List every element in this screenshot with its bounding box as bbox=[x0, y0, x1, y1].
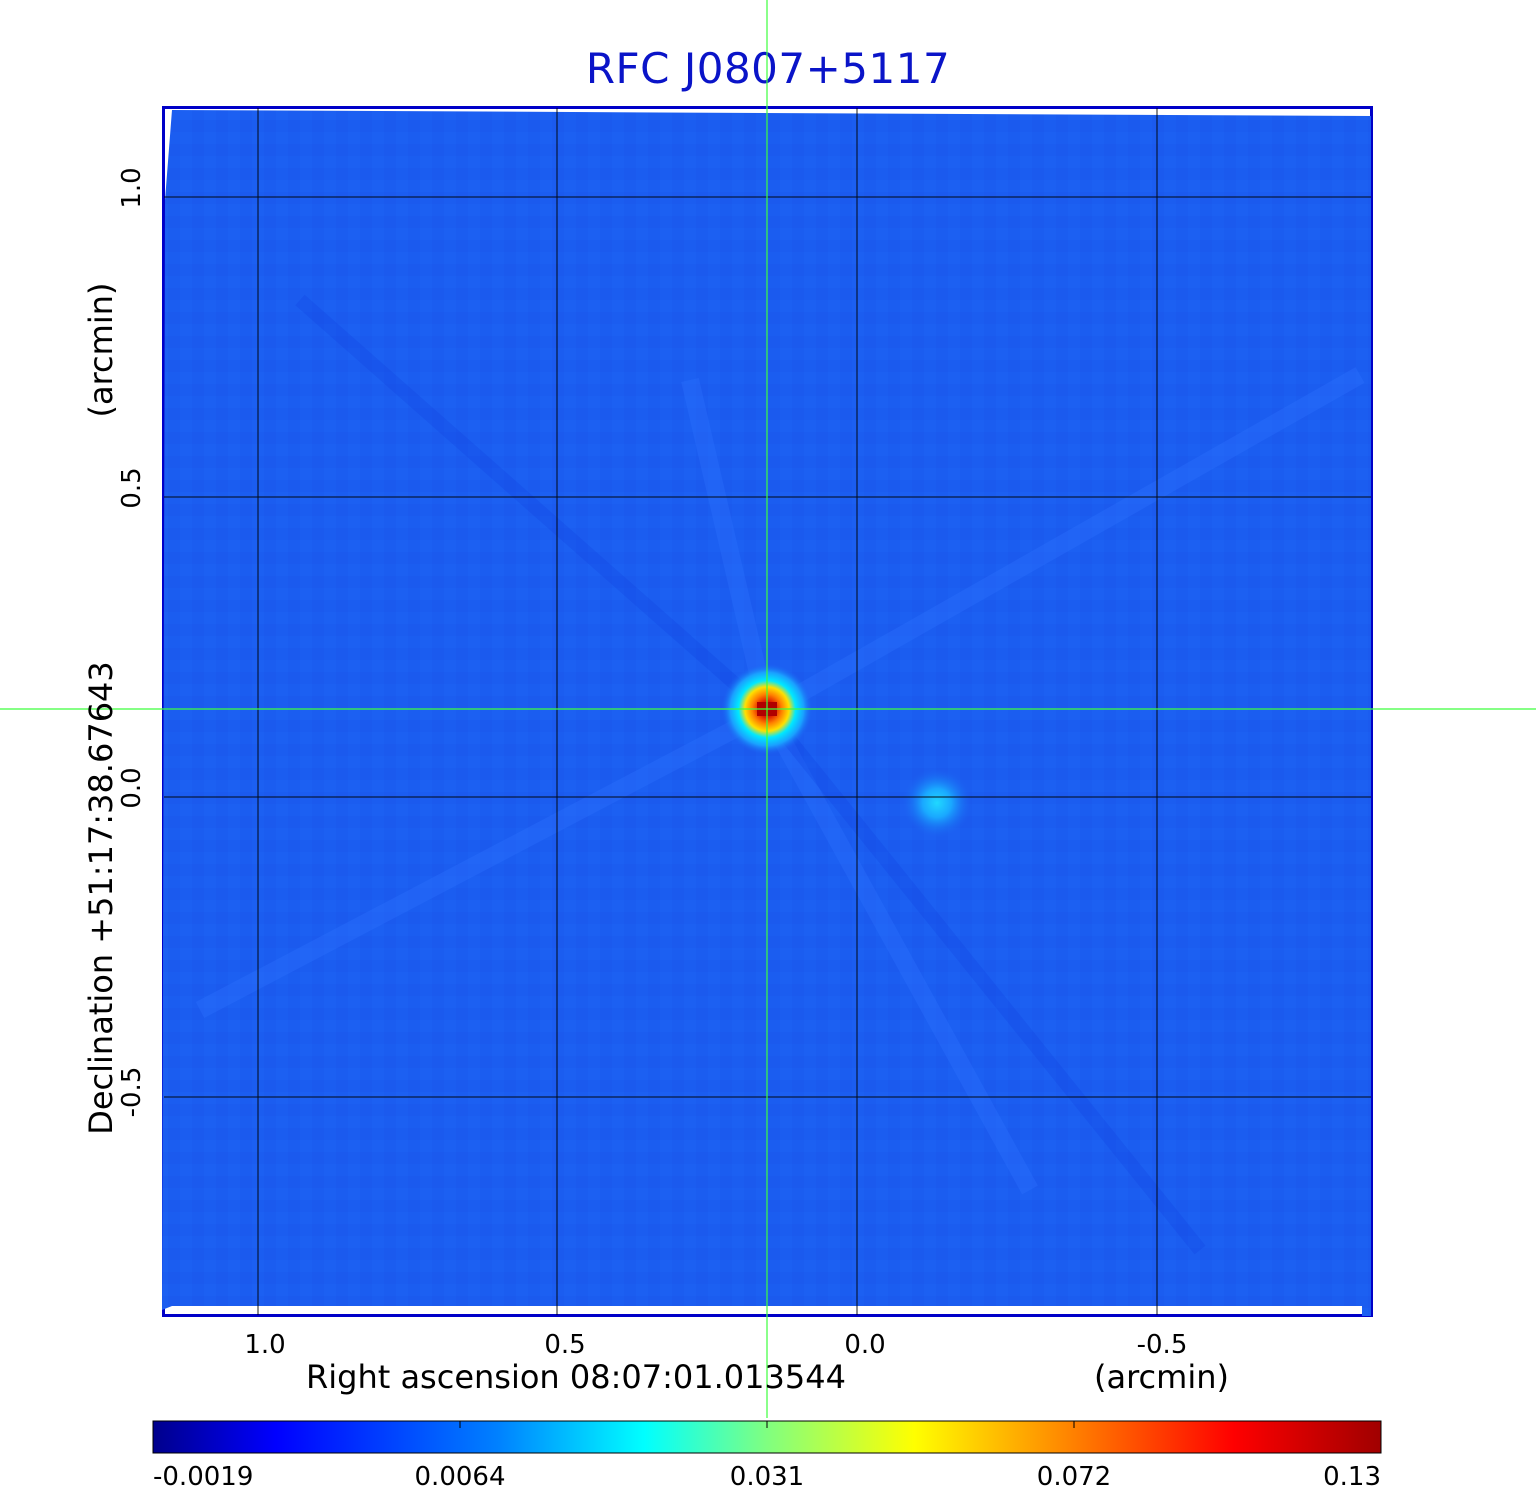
sidelobe-streaks bbox=[195, 367, 1365, 1195]
colorbar-label: 0.0064 bbox=[414, 1462, 506, 1492]
colorbar-label: -0.0019 bbox=[153, 1462, 254, 1492]
crosshair bbox=[0, 0, 1536, 1418]
y-axis-label: Declination +51:17:38.67643 bbox=[82, 661, 120, 1135]
secondary-source bbox=[901, 767, 973, 839]
colorbar-label: 0.13 bbox=[1323, 1462, 1381, 1492]
x-tick-label: 0.5 bbox=[544, 1330, 586, 1360]
image-title: RFC J0807+5117 bbox=[585, 44, 951, 93]
y-axis-unit: (arcmin) bbox=[82, 282, 120, 418]
negative-streaks bbox=[295, 294, 1206, 1255]
x-axis-label: Right ascension 08:07:01.013544 bbox=[306, 1358, 846, 1396]
y-tick-label: -0.5 bbox=[117, 1066, 147, 1118]
x-axis-unit: (arcmin) bbox=[1094, 1358, 1229, 1396]
y-tick-label: 0.0 bbox=[117, 767, 147, 809]
colorbar-ticks bbox=[459, 1421, 1075, 1428]
colorbar-label: 0.031 bbox=[729, 1462, 805, 1492]
x-tick-label: -0.5 bbox=[1136, 1330, 1188, 1360]
y-tick-label: 0.5 bbox=[117, 467, 147, 509]
colorbar-label: 0.072 bbox=[1036, 1462, 1112, 1492]
x-tick-label: 1.0 bbox=[244, 1330, 286, 1360]
x-tick-label: 0.0 bbox=[844, 1330, 886, 1360]
y-tick-label: 1.0 bbox=[117, 167, 147, 209]
